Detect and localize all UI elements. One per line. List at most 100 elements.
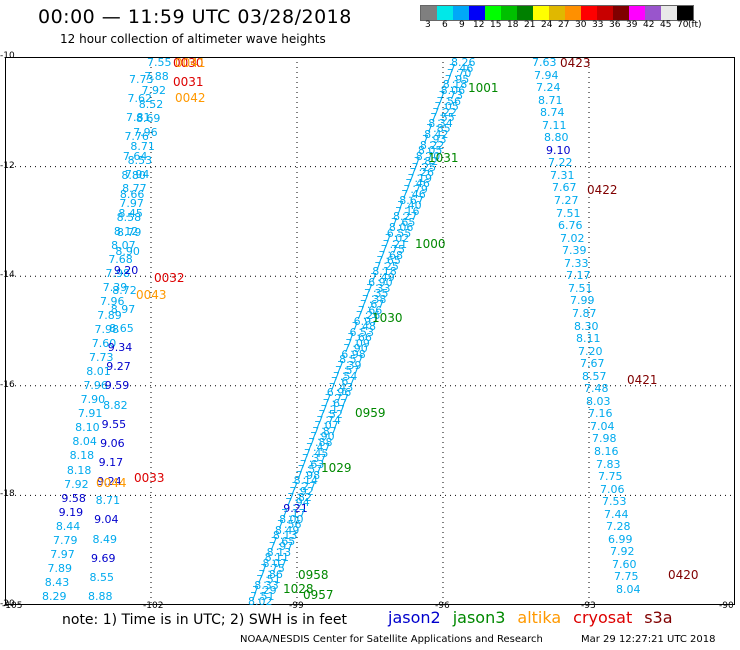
wave-height-value: 7.96	[100, 294, 125, 308]
lat-tick-label: -12	[0, 160, 15, 171]
wave-height-value: 8.71	[130, 140, 155, 154]
wave-height-value: 7.94	[124, 168, 150, 182]
pass-time-label: 0030	[173, 56, 204, 70]
wave-height-value: 7.75	[614, 570, 639, 584]
colorbar-label: 70	[677, 20, 689, 30]
pass-time-label: 0044	[96, 476, 127, 490]
wave-height-value: 7.39	[562, 244, 587, 258]
wave-height-value: 7.39	[102, 280, 128, 294]
wave-height-value: 8.12	[113, 224, 139, 238]
colorbar-label: 21	[524, 20, 536, 30]
wave-height-value: 7.95	[444, 72, 470, 86]
wave-height-value: 7.51	[556, 206, 581, 220]
wave-height-value: 9.34	[107, 341, 133, 355]
wave-height-value: 8.42	[424, 127, 449, 141]
wave-height-value: 9.24	[97, 475, 122, 489]
colorbar-swatch	[469, 6, 485, 20]
wave-height-value: 8.11	[264, 551, 290, 564]
wave-height-value: 6.76	[558, 219, 583, 233]
wave-height-value: 7.39	[337, 358, 362, 372]
wave-height-value: 7.56	[277, 518, 302, 531]
wave-height-value: 8.29	[42, 590, 67, 603]
wave-height-value: 7.70	[446, 67, 472, 80]
colorbar-label: 30	[575, 20, 587, 30]
wave-height-value: 6.55	[386, 226, 412, 240]
colorbar-label: 12	[473, 20, 485, 30]
wave-height-value: 8.10	[75, 421, 100, 435]
wave-height-value: 7.53	[602, 495, 627, 509]
wave-height-value: 7.67	[322, 397, 348, 410]
wave-height-value: 7.93	[422, 133, 447, 146]
wave-height-value: 9.20	[113, 264, 139, 278]
wave-height-value: 7.85	[426, 122, 451, 135]
wave-height-value: 7.98	[105, 266, 131, 280]
lon-tick-label: -105	[2, 601, 23, 611]
wave-height-value: 8.30	[574, 319, 599, 333]
wave-height-value: 7.52	[318, 408, 343, 421]
wave-height-value: 7.16	[395, 204, 420, 218]
wave-height-value: 7.92	[64, 477, 89, 491]
wave-height-value: 7.46	[401, 188, 426, 201]
colorbar-swatch	[501, 6, 517, 20]
wave-height-value: 7.94	[285, 496, 310, 509]
pass-time-label: 0043	[136, 288, 167, 302]
pass-time-label: 0959	[355, 406, 386, 420]
wave-height-value: 7.06	[600, 482, 625, 496]
wave-height-value: 7.89	[97, 308, 122, 322]
pass-time-label: 1029	[321, 461, 352, 475]
wave-height-value: 7.20	[578, 344, 603, 358]
wave-height-value: 7.56	[436, 94, 462, 108]
lon-tick-label: -93	[581, 601, 596, 611]
wave-height-value: 7.91	[77, 407, 103, 421]
wave-height-value: 7.49	[370, 270, 395, 284]
wave-height-value: 7.73	[438, 89, 464, 102]
colorbar-swatch	[661, 6, 677, 20]
colorbar-labels: 3 6 9 12 15 18 21 24 27 30 33 36 39 42 45 70 (ft)	[420, 20, 740, 34]
map-labels-layer: -10 -12 -14 -16 -18 -20 -105 -102 -99 -96 -93 -90 7.…	[0, 51, 735, 611]
wave-height-value: 8.90	[115, 245, 140, 259]
wave-height-value: 8.03	[586, 394, 611, 408]
colorbar-label: 3	[425, 20, 431, 30]
wave-height-value: 7.98	[592, 432, 617, 446]
wave-height-value: 8.01	[86, 365, 111, 379]
wave-height-value: 8.26	[451, 56, 476, 69]
wave-height-value: 7.57	[335, 364, 360, 377]
wave-height-value: 7.97	[50, 547, 75, 561]
legend-s3a: s3a	[644, 608, 673, 627]
wave-height-value: 7.40	[397, 199, 422, 212]
wave-height-value: 7.68	[378, 248, 404, 262]
lat-tick-label: -10	[0, 51, 15, 61]
pass-time-label: 0958	[298, 568, 329, 582]
wave-height-value: 7.21	[382, 237, 408, 251]
wave-height-value: 7.11	[542, 118, 567, 132]
map-plot-area: -10 -12 -14 -16 -18 -20 -105 -102 -99 -96 -93 -90 7.…	[0, 51, 735, 611]
wave-height-value: 7.65	[270, 534, 296, 548]
pass-time-label: 0420	[668, 568, 699, 582]
wave-height-value: 7.02	[384, 232, 410, 245]
wave-height-value: 7.66	[347, 331, 372, 344]
wave-height-value: 7.25	[411, 160, 437, 174]
wave-height-value: 8.07	[262, 556, 288, 570]
wave-height-value: 7.27	[291, 479, 317, 493]
wave-height-value: 7.88	[144, 70, 169, 84]
wave-height-value: 7.75	[598, 470, 623, 484]
wave-height-value: 7.45	[303, 446, 329, 460]
lat-tick-label: -16	[0, 379, 15, 390]
wave-height-value: 8.58	[116, 210, 142, 224]
pass-time-label: 0421	[627, 373, 658, 387]
pass-time-label: 1000	[415, 237, 446, 251]
wave-height-value: 7.97	[119, 196, 144, 210]
wave-height-value: 7.74	[316, 413, 341, 427]
colorbar-swatch	[437, 6, 453, 20]
wave-height-value: 8.57	[339, 353, 364, 366]
colorbar-swatch	[613, 6, 629, 20]
wave-height-value: 7.90	[343, 342, 368, 355]
wave-height-value: 8.57	[582, 369, 607, 383]
legend-altika: altika	[517, 608, 562, 627]
wave-height-value: 9.69	[91, 551, 116, 565]
colorbar-swatch	[453, 6, 469, 20]
wave-height-value: 7.98	[295, 468, 321, 482]
wave-height-value: 8.69	[135, 112, 161, 126]
wave-height-value: 7.66	[357, 303, 383, 317]
